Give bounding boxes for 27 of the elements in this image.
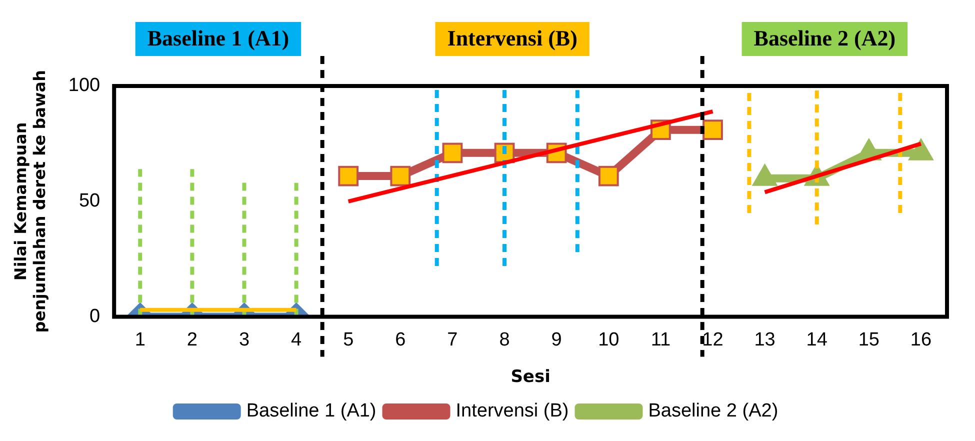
x-tick-label: 11	[650, 329, 671, 350]
x-tick-label: 2	[186, 329, 198, 350]
x-tick-label: 14	[806, 329, 828, 350]
x-tick-label: 4	[291, 329, 302, 350]
x-tick-label: 1	[134, 329, 146, 350]
x-tick-label: 16	[910, 329, 932, 350]
x-tick-label: 3	[238, 329, 250, 350]
x-tick-label: 6	[395, 329, 406, 350]
x-tick-label: 13	[754, 329, 776, 350]
y-tick-label: 50	[78, 190, 100, 212]
text: Baseline 1 (A1)	[147, 26, 290, 51]
x-tick-label: 7	[447, 329, 458, 350]
y-tick-label: 100	[68, 75, 100, 96]
x-tick-label: 8	[499, 329, 510, 350]
x-axis-title: Sesi	[510, 367, 550, 388]
x-tick-label: 10	[598, 329, 620, 350]
y-tick-label: 0	[90, 306, 100, 328]
x-tick-label: 12	[702, 329, 724, 350]
legend-label: Baseline 2 (A2)	[648, 400, 778, 422]
text: Intervensi (B)	[447, 26, 578, 51]
legend-label: Baseline 1 (A1)	[246, 400, 376, 422]
x-tick-label: 5	[343, 329, 354, 350]
y-axis-title: Nilai Kemampuan penjumlahan deret ke bawah	[10, 70, 49, 333]
text: Baseline 2 (A2)	[754, 26, 896, 51]
x-tick-label: 9	[551, 329, 562, 350]
legend-label: Intervensi (B)	[456, 400, 569, 422]
x-tick-label: 15	[858, 329, 880, 350]
